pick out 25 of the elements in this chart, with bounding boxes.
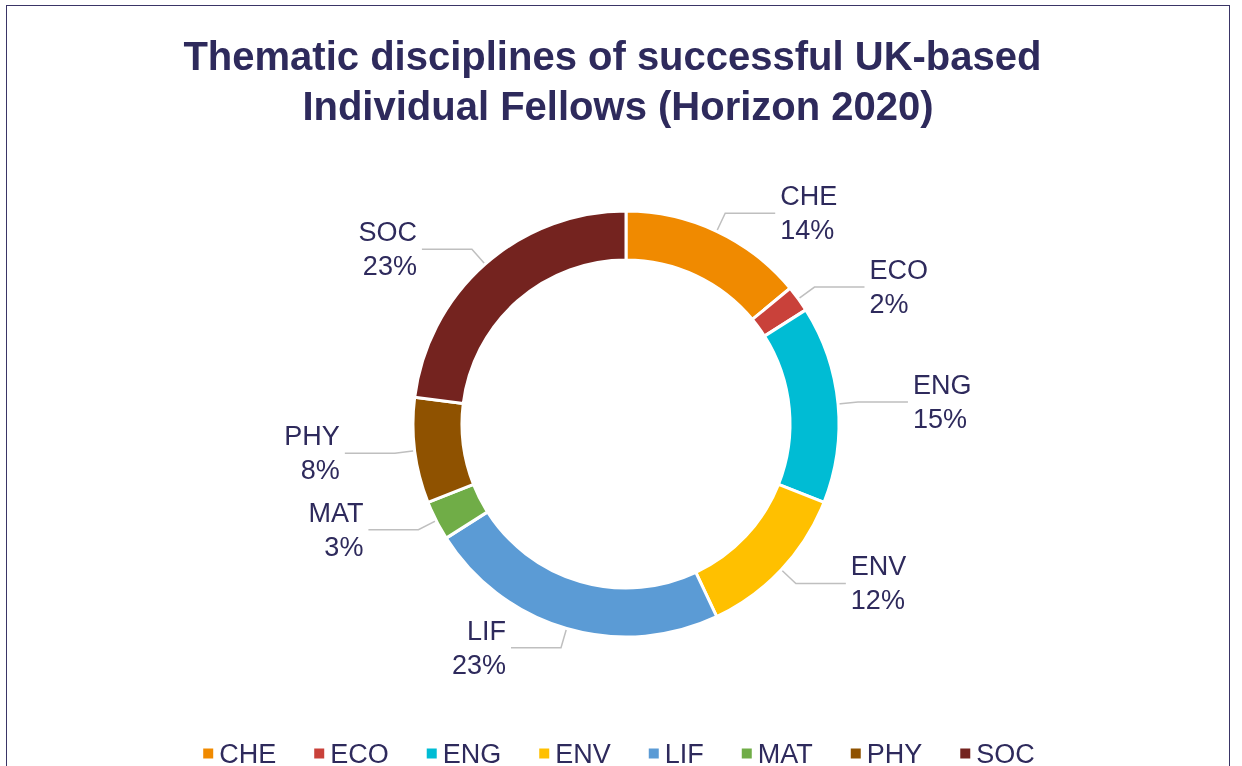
slice-label: SOC <box>358 217 417 248</box>
legend-label: LIF <box>664 738 704 766</box>
legend-label: PHY <box>866 738 923 766</box>
data-label: 8% <box>300 455 340 486</box>
legend-label: CHE <box>219 738 277 766</box>
data-label: 12% <box>850 585 905 616</box>
slice-label: ENV <box>850 551 907 582</box>
legend-label: ENV <box>555 738 611 766</box>
data-label: 14% <box>780 215 835 246</box>
slice-label: ENG <box>912 370 972 401</box>
slice-label: LIF <box>466 615 506 646</box>
slice-label: MAT <box>308 497 364 528</box>
legend-label: SOC <box>976 738 1035 766</box>
chart-title: Thematic disciplines of successful UK-based Individual Fellows (Horizon 2020) <box>183 34 1053 128</box>
slice-label: PHY <box>284 421 340 452</box>
slice-label: ECO <box>869 255 929 286</box>
legend-label: ECO <box>330 738 389 766</box>
legend-label: ENG <box>442 738 502 766</box>
data-label: 15% <box>912 404 968 435</box>
data-label: 23% <box>362 251 417 282</box>
data-label: 23% <box>451 649 506 680</box>
data-label: 3% <box>324 531 364 562</box>
legend-label: MAT <box>757 738 813 766</box>
data-label: 2% <box>869 289 909 320</box>
slice-label: CHE <box>780 181 838 212</box>
